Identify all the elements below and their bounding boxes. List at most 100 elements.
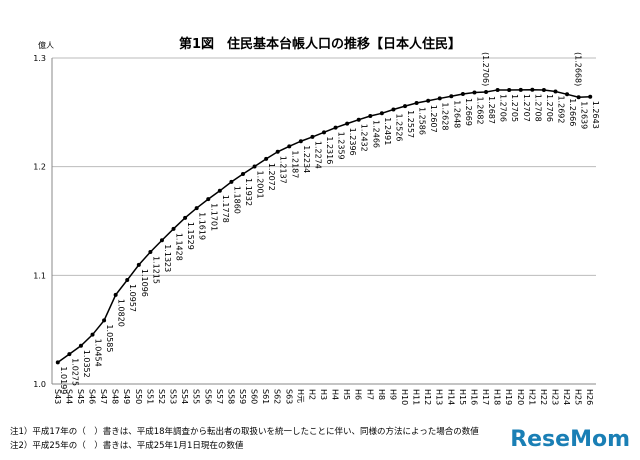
x-tick-label: H10 bbox=[400, 389, 409, 405]
x-tick-label: H19 bbox=[504, 389, 513, 405]
point bbox=[171, 226, 176, 231]
x-tick-label: H17 bbox=[481, 389, 490, 405]
value-label: 1.1323 bbox=[163, 244, 172, 272]
value-label: 1.2706 bbox=[499, 94, 508, 122]
x-tick-label: H5 bbox=[342, 389, 351, 400]
point bbox=[472, 90, 477, 95]
x-tick-label: S51 bbox=[145, 389, 154, 404]
point bbox=[356, 117, 361, 122]
x-tick-label: S63 bbox=[284, 389, 293, 404]
x-tick-label: H26 bbox=[585, 389, 594, 405]
value-label: 1.0352 bbox=[82, 350, 91, 378]
x-tick-label: H24 bbox=[562, 389, 571, 405]
value-label: 1.2669 bbox=[464, 98, 473, 126]
point bbox=[484, 90, 489, 95]
y-tick-label: 1.2 bbox=[33, 163, 46, 172]
value-label: 1.2708 bbox=[533, 94, 542, 122]
point bbox=[530, 87, 535, 92]
value-label: 1.2705 bbox=[510, 94, 519, 122]
point bbox=[565, 92, 570, 97]
value-label: 1.1428 bbox=[175, 233, 184, 261]
watermark: ReseMom bbox=[510, 427, 630, 452]
x-tick-label: H4 bbox=[331, 389, 340, 400]
value-label: 1.1860 bbox=[232, 186, 241, 214]
point bbox=[449, 94, 454, 99]
point bbox=[240, 172, 245, 177]
x-tick-label: S59 bbox=[238, 389, 247, 404]
y-tick-label: 1.0 bbox=[33, 380, 46, 389]
value-label: 1.2628 bbox=[441, 102, 450, 130]
point bbox=[113, 292, 118, 297]
x-tick-label: H20 bbox=[516, 389, 525, 405]
x-tick-label: S47 bbox=[99, 389, 108, 404]
point bbox=[229, 179, 234, 184]
point bbox=[379, 111, 384, 116]
value-label: 1.0454 bbox=[94, 339, 103, 367]
x-tick-label: H14 bbox=[446, 389, 455, 405]
x-tick-label: S62 bbox=[273, 389, 282, 404]
y-tick-label: 1.3 bbox=[33, 54, 46, 63]
point bbox=[275, 149, 280, 154]
value-label: 1.2643 bbox=[591, 101, 600, 129]
value-label: 1.2072 bbox=[267, 163, 276, 191]
value-label: 1.1701 bbox=[209, 203, 218, 231]
point bbox=[125, 278, 130, 283]
point bbox=[206, 197, 211, 202]
value-label: 1.0957 bbox=[128, 284, 137, 312]
value-label: 1.2359 bbox=[337, 132, 346, 160]
point bbox=[183, 215, 188, 220]
point bbox=[576, 95, 581, 100]
value-label: 1.2001 bbox=[256, 171, 265, 199]
point bbox=[78, 343, 83, 348]
value-label: 1.1619 bbox=[198, 212, 207, 240]
point bbox=[553, 89, 558, 94]
x-tick-label: S49 bbox=[122, 389, 131, 404]
x-tick-label: S45 bbox=[76, 389, 85, 404]
point bbox=[159, 238, 164, 243]
x-tick-label: H7 bbox=[365, 389, 374, 400]
point bbox=[414, 100, 419, 105]
point bbox=[67, 352, 72, 357]
note: 注2）平成25年の（ ）書きは、平成25年1月1日現在の数値 bbox=[10, 440, 244, 451]
point bbox=[298, 139, 303, 144]
point bbox=[310, 134, 315, 139]
value-label: 1.2491 bbox=[383, 117, 392, 145]
x-tick-label: H元 bbox=[296, 389, 305, 403]
point bbox=[437, 96, 442, 101]
x-tick-label: S53 bbox=[169, 389, 178, 404]
value-label: 1.1215 bbox=[151, 256, 160, 284]
x-tick-label: H21 bbox=[527, 389, 536, 405]
value-label: 1.2692 bbox=[556, 95, 565, 123]
point bbox=[102, 318, 107, 323]
x-tick-label: H23 bbox=[550, 389, 559, 405]
y-unit: 億人 bbox=[38, 40, 54, 50]
value-label: 1.2466 bbox=[371, 120, 380, 148]
point bbox=[287, 144, 292, 149]
value-label: 1.2639 bbox=[580, 101, 589, 129]
annotation: (1.2668) bbox=[574, 52, 583, 86]
x-tick-label: S55 bbox=[192, 389, 201, 404]
value-label: 1.2648 bbox=[452, 100, 461, 128]
x-tick-label: S60 bbox=[250, 389, 259, 404]
y-tick-label: 1.1 bbox=[33, 271, 46, 280]
note: 注1）平成17年の（ ）書きは、平成18年調査から転出者の取扱いを統一したことに… bbox=[10, 426, 479, 437]
point bbox=[333, 125, 338, 130]
value-label: 1.2707 bbox=[522, 94, 531, 122]
value-label: 1.2137 bbox=[279, 156, 288, 184]
x-tick-label: H3 bbox=[319, 389, 328, 400]
value-label: 1.2234 bbox=[302, 145, 311, 173]
point bbox=[518, 87, 523, 92]
x-tick-label: H15 bbox=[458, 389, 467, 405]
x-tick-label: S57 bbox=[215, 389, 224, 404]
value-label: 1.2586 bbox=[418, 107, 427, 135]
value-label: 1.2666 bbox=[568, 98, 577, 126]
value-label: 1.2687 bbox=[487, 96, 496, 124]
x-tick-label: S46 bbox=[88, 389, 97, 404]
point bbox=[194, 206, 199, 211]
value-label: 1.0585 bbox=[105, 324, 114, 352]
x-tick-label: H16 bbox=[469, 389, 478, 405]
annotation: (1.2706) bbox=[481, 52, 490, 86]
point bbox=[252, 164, 257, 169]
point bbox=[426, 98, 431, 103]
